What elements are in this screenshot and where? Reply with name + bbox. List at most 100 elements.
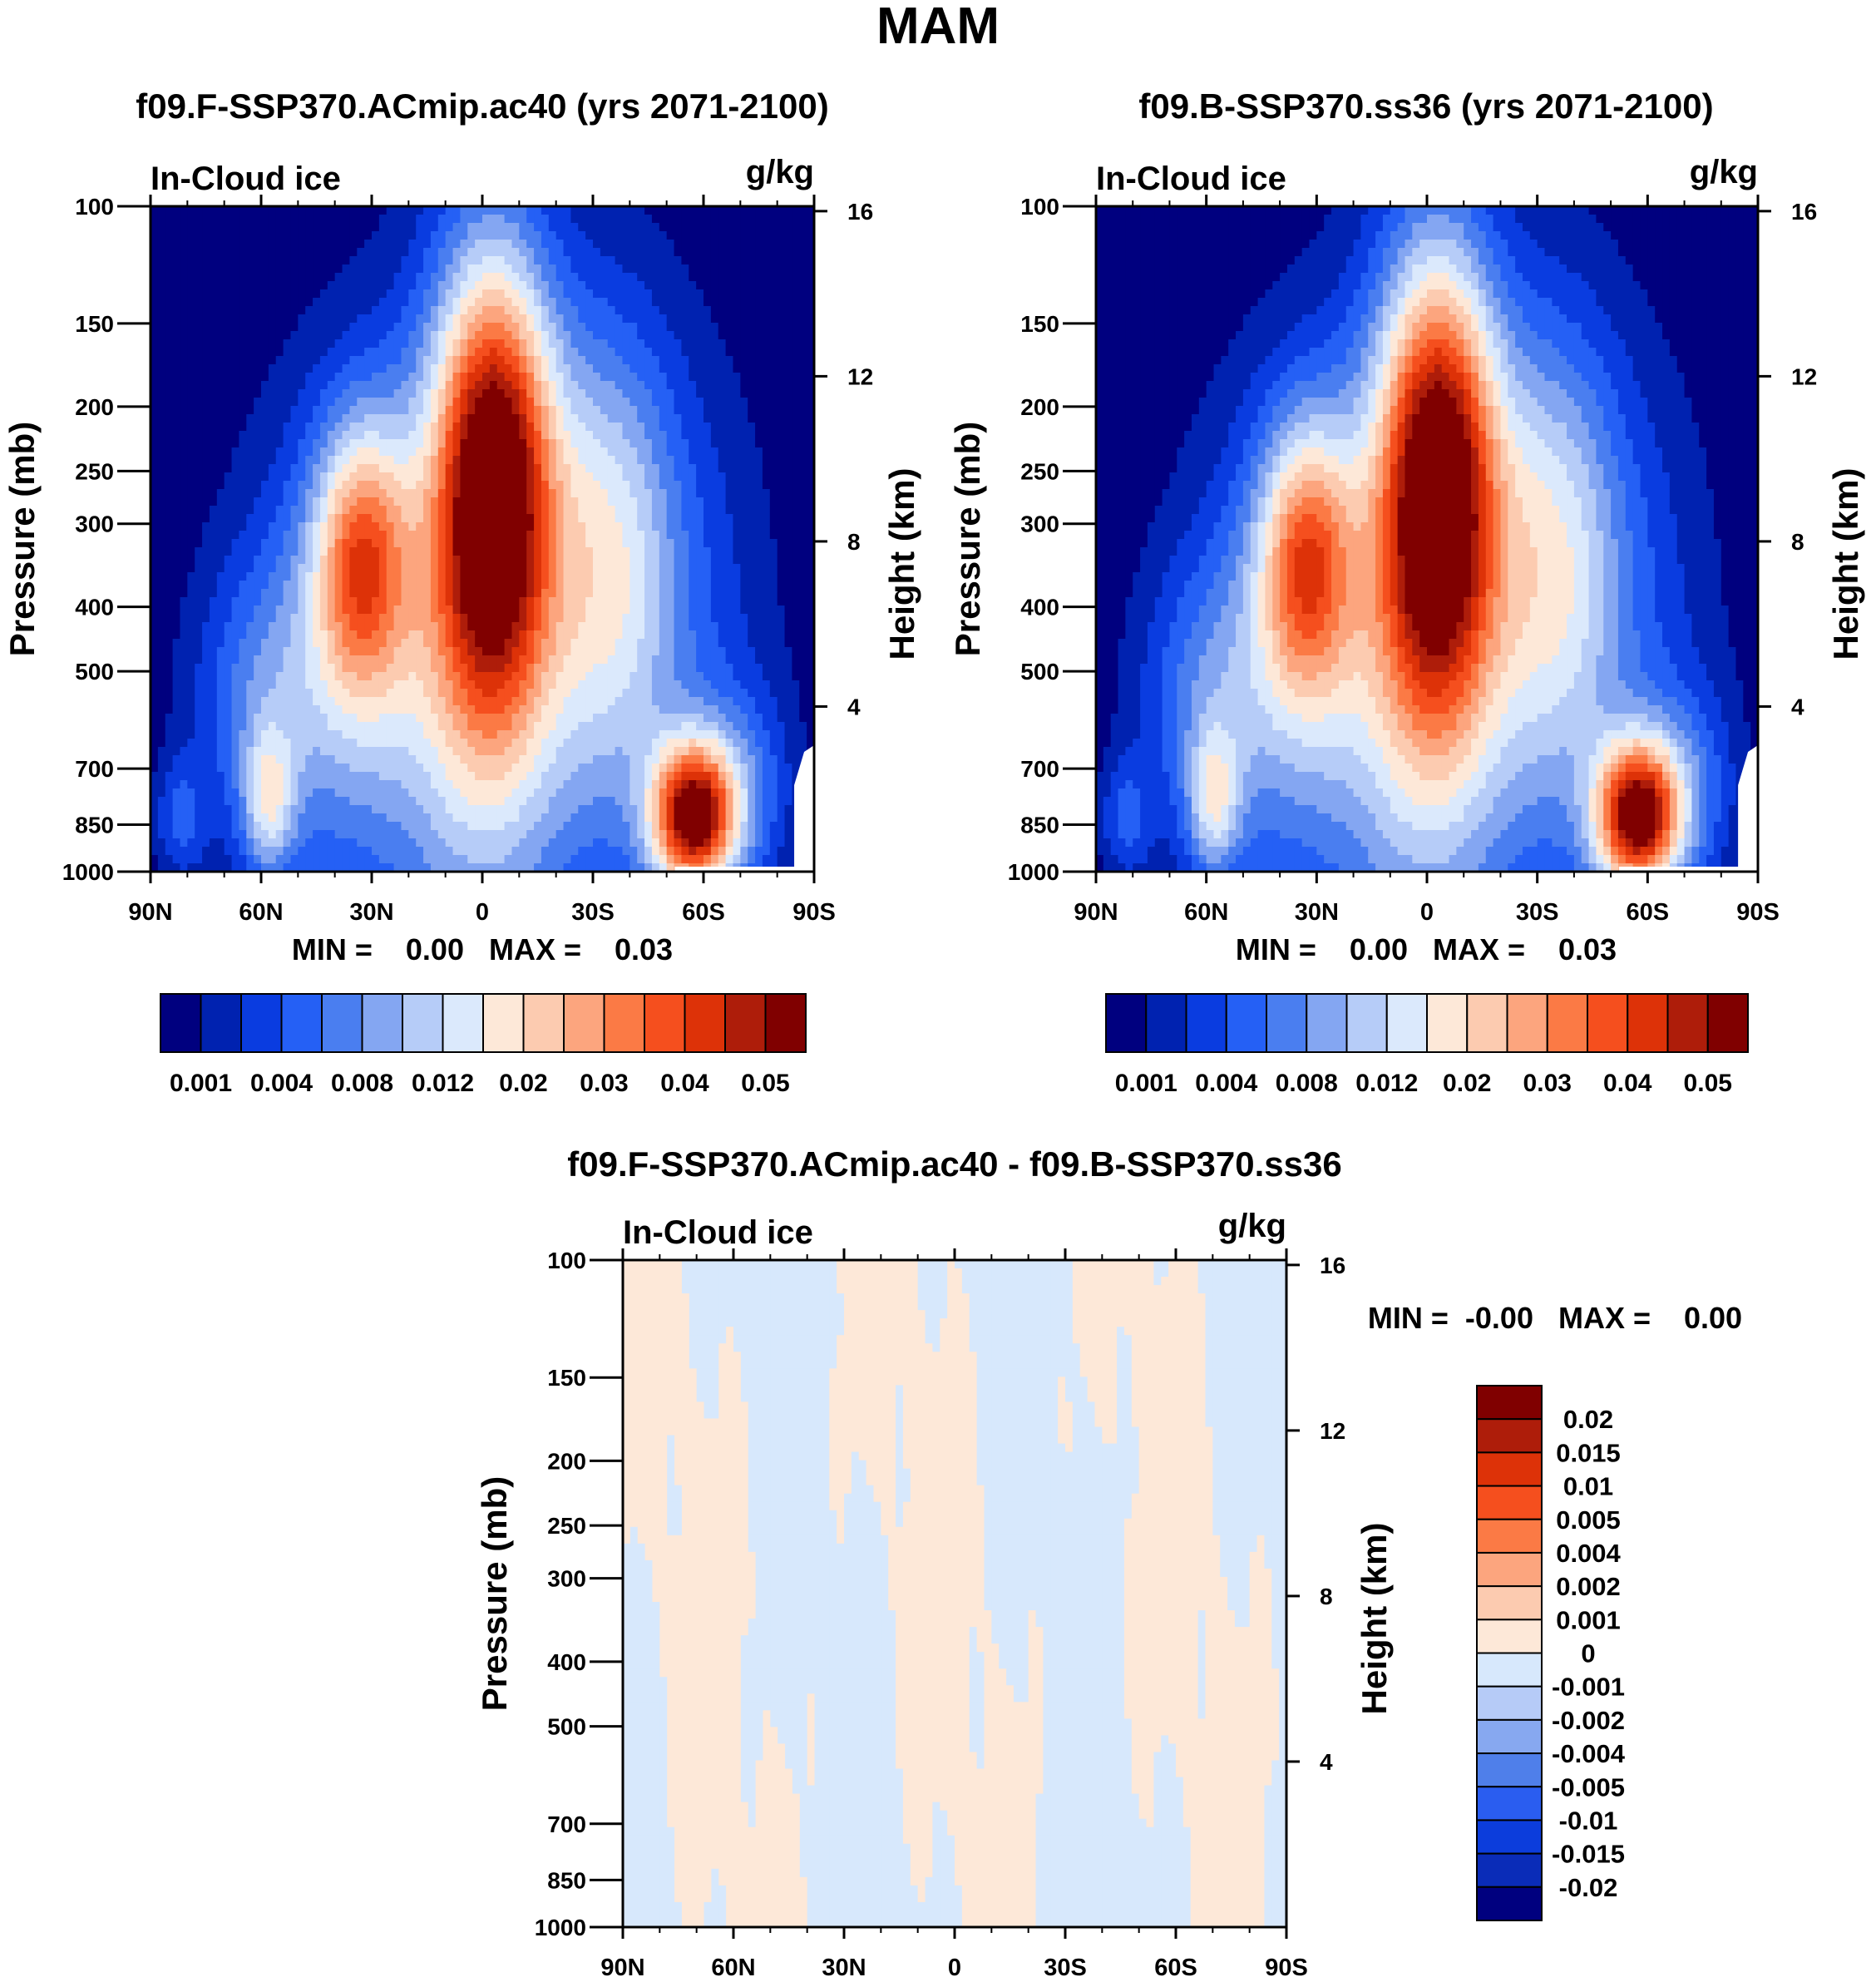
contour-cell	[622, 456, 630, 465]
contour-cell	[298, 231, 306, 240]
contour-cell	[541, 614, 550, 623]
contour-cell	[423, 231, 432, 240]
contour-cell	[216, 447, 225, 457]
contour-cell	[807, 481, 814, 490]
contour-cell	[261, 381, 269, 390]
contour-cell	[305, 647, 313, 656]
contour-cell	[430, 398, 439, 407]
contour-cell	[629, 655, 638, 665]
contour-cell	[239, 605, 247, 615]
contour-cell	[784, 597, 792, 606]
contour-cell	[733, 647, 741, 656]
contour-cell	[748, 364, 756, 373]
contour-cell	[807, 431, 814, 440]
contour-cell	[769, 373, 778, 382]
contour-cell	[718, 348, 727, 357]
contour-cell	[710, 481, 719, 490]
contour-cell	[231, 564, 239, 573]
contour-cell	[165, 248, 174, 257]
contour-cell	[305, 614, 313, 623]
contour-cell	[298, 273, 306, 282]
contour-cell	[364, 497, 373, 507]
contour-cell	[364, 439, 373, 448]
contour-cell	[364, 381, 373, 390]
contour-cell	[718, 481, 727, 490]
contour-cell	[659, 364, 668, 373]
contour-cell	[334, 439, 343, 448]
contour-cell	[585, 406, 594, 415]
contour-cell	[659, 215, 668, 224]
contour-cell	[710, 655, 719, 665]
contour-cell	[644, 373, 653, 382]
contour-cell	[246, 414, 254, 423]
contour-cell	[725, 522, 734, 531]
contour-cell	[187, 398, 195, 407]
contour-cell	[467, 514, 476, 523]
contour-cell	[607, 306, 616, 315]
contour-cell	[393, 506, 402, 515]
contour-cell	[600, 431, 609, 440]
contour-cell	[578, 356, 586, 365]
contour-cell	[563, 256, 571, 265]
contour-cell	[209, 206, 218, 215]
contour-cell	[784, 373, 792, 382]
contour-cell	[202, 398, 210, 407]
contour-cell	[172, 655, 181, 665]
contour-cell	[239, 414, 247, 423]
contour-cell	[704, 289, 712, 299]
contour-cell	[254, 423, 262, 432]
contour-cell	[534, 539, 542, 548]
contour-cell	[777, 206, 786, 215]
contour-cell	[202, 314, 210, 324]
contour-cell	[755, 256, 763, 265]
contour-cell	[393, 630, 402, 640]
contour-cell	[696, 472, 704, 482]
contour-cell	[496, 306, 506, 315]
contour-cell	[195, 439, 203, 448]
contour-cell	[246, 605, 254, 615]
contour-cell	[482, 506, 491, 515]
contour-cell	[607, 539, 616, 548]
contour-cell	[555, 539, 565, 548]
contour-cell	[416, 331, 424, 340]
contour-cell	[807, 605, 814, 615]
contour-cell	[467, 489, 476, 498]
contour-cell	[733, 622, 741, 631]
contour-cell	[327, 306, 336, 315]
contour-cell	[615, 472, 624, 482]
contour-cell	[593, 206, 601, 215]
contour-cell	[224, 389, 233, 398]
contour-cell	[460, 581, 468, 590]
contour-cell	[482, 406, 491, 415]
contour-cell	[364, 389, 373, 398]
contour-cell	[496, 630, 506, 640]
contour-cell	[386, 456, 395, 465]
contour-cell	[452, 348, 461, 357]
contour-cell	[172, 264, 181, 274]
contour-cell	[748, 223, 756, 232]
contour-cell	[327, 256, 336, 265]
contour-cell	[268, 647, 277, 656]
contour-cell	[644, 481, 653, 490]
contour-cell	[725, 339, 734, 348]
contour-cell	[511, 298, 520, 307]
contour-cell	[239, 289, 247, 299]
contour-cell	[704, 414, 712, 423]
contour-cell	[290, 456, 299, 465]
contour-cell	[704, 572, 712, 581]
contour-cell	[637, 331, 645, 340]
contour-cell	[151, 464, 159, 473]
contour-cell	[261, 639, 269, 648]
contour-cell	[762, 406, 771, 415]
contour-cell	[437, 423, 447, 432]
contour-cell	[261, 597, 269, 606]
contour-cell	[224, 556, 233, 565]
contour-cell	[689, 481, 697, 490]
contour-cell	[401, 531, 409, 540]
contour-cell	[261, 414, 269, 423]
contour-cell	[364, 314, 373, 324]
contour-cell	[357, 439, 365, 448]
contour-cell	[578, 597, 586, 606]
contour-cell	[430, 423, 439, 432]
contour-cell	[430, 381, 439, 390]
